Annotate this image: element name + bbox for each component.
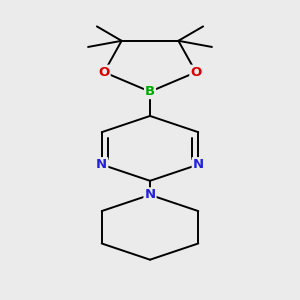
Text: N: N <box>144 188 156 201</box>
Text: O: O <box>98 66 110 79</box>
Text: B: B <box>145 85 155 98</box>
Text: N: N <box>193 158 204 171</box>
Text: O: O <box>190 66 202 79</box>
Text: N: N <box>96 158 107 171</box>
